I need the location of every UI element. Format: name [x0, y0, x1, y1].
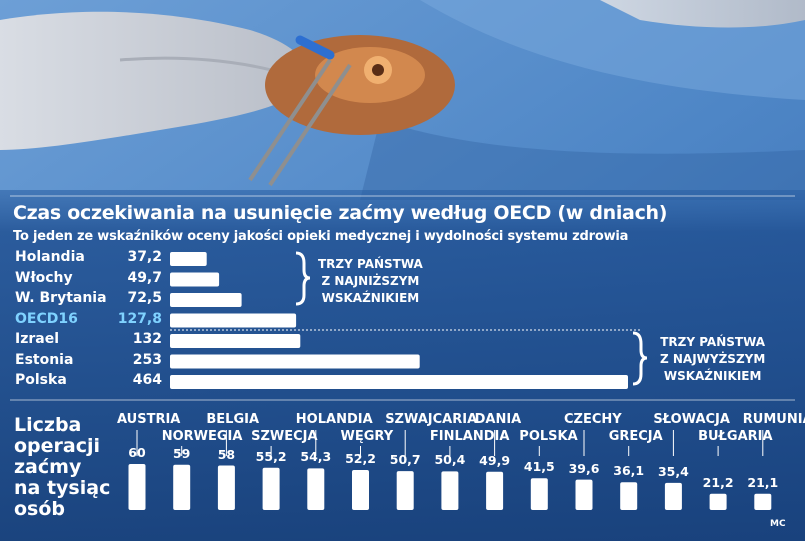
country-label: Estonia — [15, 351, 74, 368]
country-label: Polska — [15, 372, 67, 388]
operations-ticks — [136, 430, 764, 456]
operations-bar — [173, 464, 191, 510]
operations-bar — [530, 478, 548, 510]
operations-value: 21,1 — [747, 474, 779, 490]
operations-value: 36,1 — [613, 463, 645, 479]
wait-bar — [170, 293, 242, 307]
brace-highest — [632, 331, 648, 386]
wait-bar — [170, 272, 220, 287]
operations-title: Liczba operacji zaćmy na tysiąc osób — [14, 414, 111, 520]
country-name: DANIA — [474, 412, 522, 427]
operations-bar — [307, 468, 325, 510]
operations-value: 49,9 — [479, 452, 511, 468]
operations-bar — [262, 467, 280, 510]
operations-value: 60 — [128, 445, 146, 460]
wait-bar — [170, 252, 207, 266]
country-name: BELGIA — [206, 412, 260, 427]
wait-bar — [170, 354, 420, 369]
operations-bars — [128, 464, 772, 510]
wait-value: 132 — [132, 331, 162, 347]
country-name: BUŁGARIA — [698, 429, 773, 444]
country-label: Izrael — [15, 331, 60, 347]
chart-subtitle: To jeden ze wskaźników oceny jakości opi… — [13, 229, 629, 244]
operations-value: 54,3 — [300, 449, 332, 465]
wait-bar — [170, 375, 628, 389]
wait-bar — [170, 334, 301, 348]
wait-value: 72,5 — [127, 290, 162, 306]
wait-time-bars — [170, 252, 628, 389]
country-name: AUSTRIA — [117, 412, 181, 427]
operations-bar — [217, 465, 235, 510]
operations-bar — [486, 471, 504, 510]
country-label: OECD16 — [15, 310, 78, 327]
chart-title: Czas oczekiwania na usunięcie zaćmy wedł… — [13, 202, 668, 224]
operations-bar — [441, 471, 459, 510]
operations-value: 59 — [172, 445, 191, 461]
operations-value: 21,2 — [702, 474, 734, 490]
wait-value: 37,2 — [127, 249, 162, 265]
operations-value: 55,2 — [255, 448, 287, 464]
operations-value: 35,4 — [657, 463, 689, 479]
country-name: SZWAJCARIA — [385, 412, 478, 427]
country-label: Holandia — [15, 249, 85, 265]
credit: MC — [770, 519, 786, 529]
country-label: Włochy — [15, 269, 73, 286]
note-lowest: TRZY PAŃSTWA Z NAJNIŻSZYM WSKAŹNIKIEM — [318, 257, 423, 305]
operations-bar — [620, 482, 638, 510]
country-name: POLSKA — [519, 429, 578, 444]
country-name: SZWECJA — [251, 429, 318, 444]
country-name: NORWEGIA — [161, 429, 243, 444]
operations-value: 52,2 — [345, 451, 376, 466]
operations-bar — [352, 470, 369, 510]
country-name: WĘGRY — [340, 429, 394, 444]
country-name: CZECHY — [564, 412, 622, 427]
operations-bar — [128, 464, 146, 510]
operations-bar — [575, 479, 593, 510]
operations-value: 50,7 — [389, 452, 421, 468]
note-highest: TRZY PAŃSTWA Z NAJWYŻSZYM WSKAŹNIKIEM — [660, 335, 766, 383]
wait-value: 253 — [132, 351, 162, 368]
operations-value: 58 — [217, 446, 236, 462]
wait-value: 49,7 — [127, 269, 162, 286]
operations-bar — [754, 493, 772, 510]
wait-value: 464 — [132, 372, 162, 388]
operations-bar — [709, 493, 727, 510]
operations-bar — [396, 471, 414, 510]
operations-bar — [664, 482, 682, 510]
country-name: RUMUNIA — [742, 412, 805, 427]
wait-bar — [170, 313, 297, 328]
operations-value: 50,4 — [434, 452, 466, 468]
country-name: GRECJA — [608, 429, 663, 444]
operations-value: 41,5 — [523, 459, 555, 475]
country-name: HOLANDIA — [295, 412, 373, 427]
operations-value: 39,6 — [568, 460, 600, 476]
country-name: SŁOWACJA — [653, 412, 730, 427]
country-label: W. Brytania — [15, 290, 107, 306]
country-name: FINLANDIA — [429, 429, 510, 444]
brace-lowest — [295, 251, 311, 306]
wait-value: 127,8 — [117, 310, 162, 327]
